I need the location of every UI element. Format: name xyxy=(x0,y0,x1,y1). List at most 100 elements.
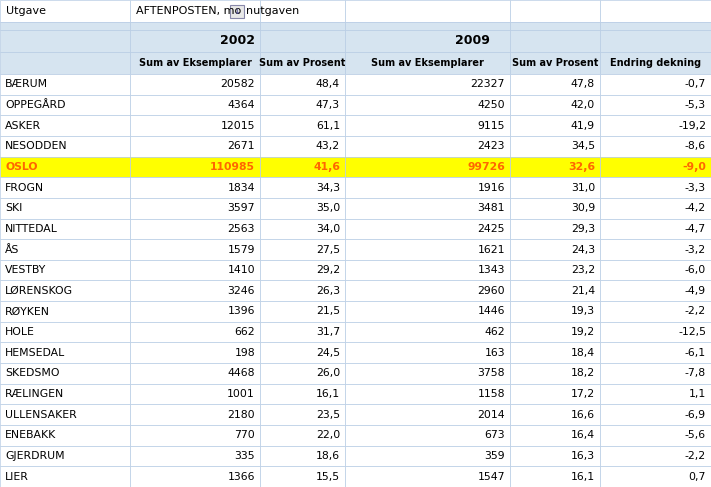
Text: 47,3: 47,3 xyxy=(316,100,340,110)
Bar xyxy=(510,384,600,404)
Text: 198: 198 xyxy=(235,348,255,358)
Bar xyxy=(130,177,260,198)
Text: 18,2: 18,2 xyxy=(571,369,595,378)
Bar xyxy=(0,74,130,94)
Text: 16,6: 16,6 xyxy=(571,410,595,420)
Bar xyxy=(0,157,130,177)
Text: 4250: 4250 xyxy=(477,100,505,110)
Bar xyxy=(345,136,510,157)
Text: 1547: 1547 xyxy=(478,472,505,482)
Text: 2014: 2014 xyxy=(477,410,505,420)
Text: BÆRUM: BÆRUM xyxy=(5,79,48,89)
Text: 31,7: 31,7 xyxy=(316,327,340,337)
Bar xyxy=(260,52,345,74)
Bar xyxy=(0,22,130,30)
Bar xyxy=(345,0,510,22)
Text: 3246: 3246 xyxy=(228,286,255,296)
Text: 673: 673 xyxy=(484,431,505,440)
Bar xyxy=(130,0,260,22)
Bar xyxy=(130,425,260,446)
Bar xyxy=(260,22,345,30)
Text: 43,2: 43,2 xyxy=(316,141,340,151)
Bar xyxy=(345,467,510,487)
Bar xyxy=(260,239,345,260)
Text: ULLENSAKER: ULLENSAKER xyxy=(5,410,77,420)
Text: 1579: 1579 xyxy=(228,244,255,255)
Bar xyxy=(0,115,130,136)
Text: SKI: SKI xyxy=(5,203,22,213)
Text: 662: 662 xyxy=(235,327,255,337)
Bar xyxy=(600,404,711,425)
Text: 1366: 1366 xyxy=(228,472,255,482)
Text: 29,3: 29,3 xyxy=(571,224,595,234)
Text: ↓: ↓ xyxy=(233,6,240,16)
Text: -6,0: -6,0 xyxy=(685,265,706,275)
Text: 110985: 110985 xyxy=(210,162,255,172)
Bar xyxy=(510,467,600,487)
Bar xyxy=(260,157,345,177)
Text: -6,9: -6,9 xyxy=(685,410,706,420)
Text: 23,2: 23,2 xyxy=(571,265,595,275)
Text: 26,3: 26,3 xyxy=(316,286,340,296)
Bar xyxy=(130,446,260,467)
Bar xyxy=(600,74,711,94)
Bar xyxy=(345,74,510,94)
Bar xyxy=(0,322,130,342)
Text: 2425: 2425 xyxy=(478,224,505,234)
Bar xyxy=(600,260,711,281)
Text: 3758: 3758 xyxy=(478,369,505,378)
Bar xyxy=(130,342,260,363)
Text: 1158: 1158 xyxy=(478,389,505,399)
Text: 1621: 1621 xyxy=(478,244,505,255)
Text: Sum av Prosent: Sum av Prosent xyxy=(260,58,346,68)
Text: 21,5: 21,5 xyxy=(316,306,340,317)
Bar xyxy=(0,198,130,219)
Bar xyxy=(130,384,260,404)
Text: 1834: 1834 xyxy=(228,183,255,192)
Text: -3,2: -3,2 xyxy=(685,244,706,255)
Bar xyxy=(510,363,600,384)
Text: OPPEGÅRD: OPPEGÅRD xyxy=(5,100,65,110)
Bar xyxy=(260,384,345,404)
Text: 41,6: 41,6 xyxy=(313,162,340,172)
Bar xyxy=(600,198,711,219)
Text: 24,5: 24,5 xyxy=(316,348,340,358)
Bar xyxy=(600,425,711,446)
Text: 3597: 3597 xyxy=(228,203,255,213)
Text: -2,2: -2,2 xyxy=(685,451,706,461)
Bar xyxy=(130,74,260,94)
Bar xyxy=(130,30,260,52)
Bar xyxy=(130,260,260,281)
Text: 26,0: 26,0 xyxy=(316,369,340,378)
Bar xyxy=(130,198,260,219)
Bar xyxy=(0,281,130,301)
Bar xyxy=(510,136,600,157)
Bar xyxy=(345,342,510,363)
Bar xyxy=(260,446,345,467)
Text: RÆLINGEN: RÆLINGEN xyxy=(5,389,64,399)
Bar xyxy=(130,467,260,487)
Bar xyxy=(260,404,345,425)
Text: 1410: 1410 xyxy=(228,265,255,275)
Bar xyxy=(600,384,711,404)
Bar xyxy=(0,467,130,487)
Text: 1916: 1916 xyxy=(478,183,505,192)
Bar xyxy=(510,219,600,239)
Text: 1396: 1396 xyxy=(228,306,255,317)
Bar xyxy=(0,384,130,404)
Text: -0,7: -0,7 xyxy=(685,79,706,89)
Bar xyxy=(510,281,600,301)
Bar xyxy=(0,136,130,157)
Bar xyxy=(260,467,345,487)
Text: 48,4: 48,4 xyxy=(316,79,340,89)
Bar xyxy=(260,425,345,446)
Text: 16,1: 16,1 xyxy=(571,472,595,482)
Text: Utgave: Utgave xyxy=(6,6,46,16)
Bar xyxy=(260,94,345,115)
Bar xyxy=(130,136,260,157)
Text: 335: 335 xyxy=(235,451,255,461)
Bar xyxy=(600,115,711,136)
Bar xyxy=(130,239,260,260)
Bar xyxy=(260,136,345,157)
Text: 2180: 2180 xyxy=(228,410,255,420)
